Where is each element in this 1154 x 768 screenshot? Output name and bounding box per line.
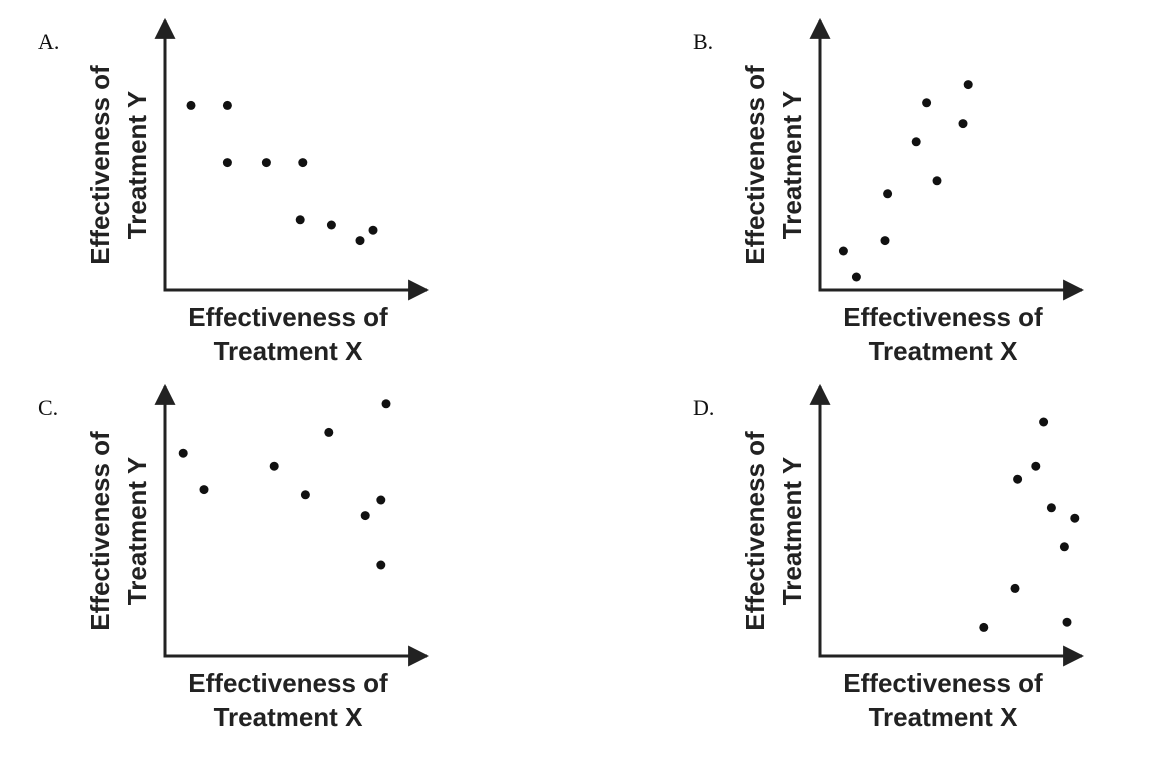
scatter-point: [178, 448, 188, 458]
x-axis-label: Treatment X: [869, 702, 1018, 732]
scatter-point: [1070, 513, 1080, 523]
scatter-point: [922, 98, 932, 108]
panel-label: D.: [693, 395, 714, 420]
x-axis-label: Treatment X: [869, 336, 1018, 366]
scatter-point: [1010, 583, 1020, 593]
y-axis-label: Treatment Y: [777, 457, 807, 605]
scatter-point: [958, 119, 968, 129]
scatter-point: [1062, 617, 1072, 627]
y-axis-label: Treatment Y: [122, 91, 152, 239]
y-axis-label: Effectiveness of: [740, 431, 770, 631]
y-axis-label: Effectiveness of: [740, 65, 770, 265]
scatter-point: [376, 495, 386, 505]
scatter-point: [1059, 542, 1069, 552]
y-axis-label: Treatment Y: [122, 457, 152, 605]
scatter-point: [199, 485, 209, 495]
scatter-point: [355, 236, 365, 246]
scatter-point: [261, 158, 271, 168]
x-axis-label: Effectiveness of: [843, 668, 1043, 698]
y-axis-label: Effectiveness of: [85, 65, 115, 265]
scatter-point: [911, 137, 921, 147]
scatter-point: [269, 461, 279, 471]
scatter-point: [324, 427, 334, 437]
scatter-point: [1039, 417, 1049, 427]
scatter-point: [186, 100, 196, 110]
x-axis-label: Effectiveness of: [843, 302, 1043, 332]
scatter-point: [963, 80, 973, 90]
scatter-point: [326, 220, 336, 230]
panel-label: A.: [38, 29, 59, 54]
y-axis-label: Effectiveness of: [85, 431, 115, 631]
y-axis-label: Treatment Y: [777, 91, 807, 239]
scatter-point: [368, 225, 378, 235]
scatter-point: [360, 511, 370, 521]
scatter-point: [1013, 474, 1023, 484]
scatter-point: [376, 560, 386, 570]
x-axis-label: Effectiveness of: [188, 302, 388, 332]
panel-label: C.: [38, 395, 58, 420]
scatter-point: [838, 246, 848, 256]
scatter-point: [300, 490, 310, 500]
scatter-point: [932, 176, 942, 186]
x-axis-label: Treatment X: [214, 702, 363, 732]
scatter-point: [298, 158, 308, 168]
scatter-point: [1031, 461, 1041, 471]
scatter-point: [851, 272, 861, 282]
scatter-point: [295, 215, 305, 225]
scatter-point: [222, 100, 232, 110]
scatter-point: [222, 158, 232, 168]
scatter-point: [381, 399, 391, 409]
scatter-point: [880, 236, 890, 246]
scatter-point: [883, 189, 893, 199]
x-axis-label: Effectiveness of: [188, 668, 388, 698]
scatter-point: [979, 622, 989, 632]
x-axis-label: Treatment X: [214, 336, 363, 366]
scatter-point: [1046, 503, 1056, 513]
panel-label: B.: [693, 29, 713, 54]
